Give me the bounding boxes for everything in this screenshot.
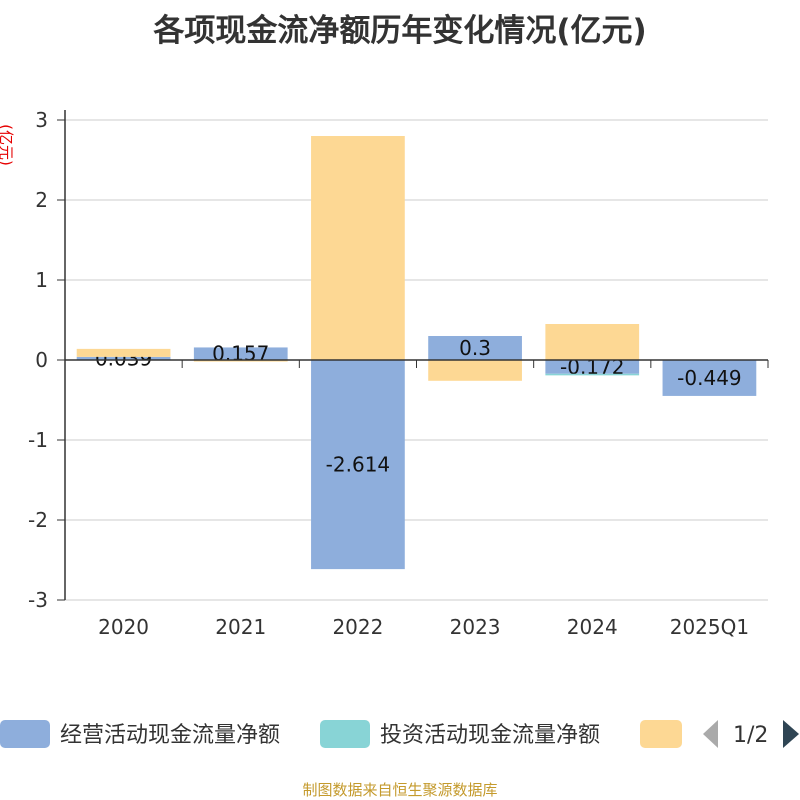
legend-swatch-operating	[0, 720, 50, 748]
bar-series2-2023	[428, 360, 522, 381]
axes: 3 2 1 0 -1 -2 -3 2020 2021 2022 2023 2024 2025Q1	[28, 108, 769, 639]
y-axis-label: (亿元)	[0, 124, 15, 166]
bar-series0-2020	[76, 356, 171, 360]
data-label-2025Q1: -0.449	[677, 366, 741, 390]
y-tick-label: -1	[28, 428, 48, 452]
bar-series2-2022	[311, 136, 405, 360]
x-tick-label: 2020	[98, 615, 149, 639]
legend-item-investing[interactable]: 投资活动现金流量净额	[320, 720, 600, 748]
x-tick-label: 2021	[215, 615, 266, 639]
x-tick-label: 2023	[450, 615, 501, 639]
bar-series1-2024	[545, 373, 640, 376]
legend-swatch-investing	[320, 720, 370, 748]
data-label-2021: 0.157	[212, 342, 269, 366]
legend: 经营活动现金流量净额 投资活动现金流量净额 1/2	[0, 720, 799, 748]
data-label-2022: -2.614	[326, 453, 390, 477]
legend-prev-page-icon[interactable]	[703, 720, 718, 748]
bar-series0-2025Q1	[662, 360, 757, 396]
gridlines	[65, 119, 768, 601]
bar-series0-2023	[428, 336, 522, 360]
x-tick-label: 2022	[332, 615, 383, 639]
y-tick-label: 1	[35, 268, 48, 292]
legend-item-third[interactable]	[640, 720, 682, 748]
source-footer: 制图数据来自恒生聚源数据库	[302, 781, 497, 799]
legend-item-operating[interactable]: 经营活动现金流量净额	[0, 720, 280, 748]
chart-title: 各项现金流净额历年变化情况(亿元)	[152, 13, 646, 49]
y-tick-label: 0	[35, 348, 48, 372]
legend-label-investing: 投资活动现金流量净额	[380, 723, 600, 748]
legend-next-page-icon[interactable]	[783, 720, 799, 748]
bar-series2-2024	[545, 324, 640, 360]
bar-series0-2024	[545, 360, 640, 374]
y-tick-label: -2	[28, 508, 48, 532]
data-label-2023: 0.3	[459, 336, 491, 360]
legend-label-operating: 经营活动现金流量净额	[60, 723, 280, 748]
y-tick-label: 2	[35, 188, 48, 212]
bar-series2-2021	[193, 360, 288, 362]
bar-series0-2021	[193, 347, 288, 360]
bar-series0-2022	[311, 360, 405, 570]
x-tick-label: 2025Q1	[670, 615, 749, 639]
x-tick-label: 2024	[567, 615, 618, 639]
bar-series2-2020	[76, 348, 171, 357]
legend-page-indicator: 1/2	[733, 723, 768, 748]
y-tick-label: 3	[35, 108, 48, 132]
legend-swatch-third	[640, 720, 682, 748]
y-tick-label: -3	[28, 588, 48, 612]
